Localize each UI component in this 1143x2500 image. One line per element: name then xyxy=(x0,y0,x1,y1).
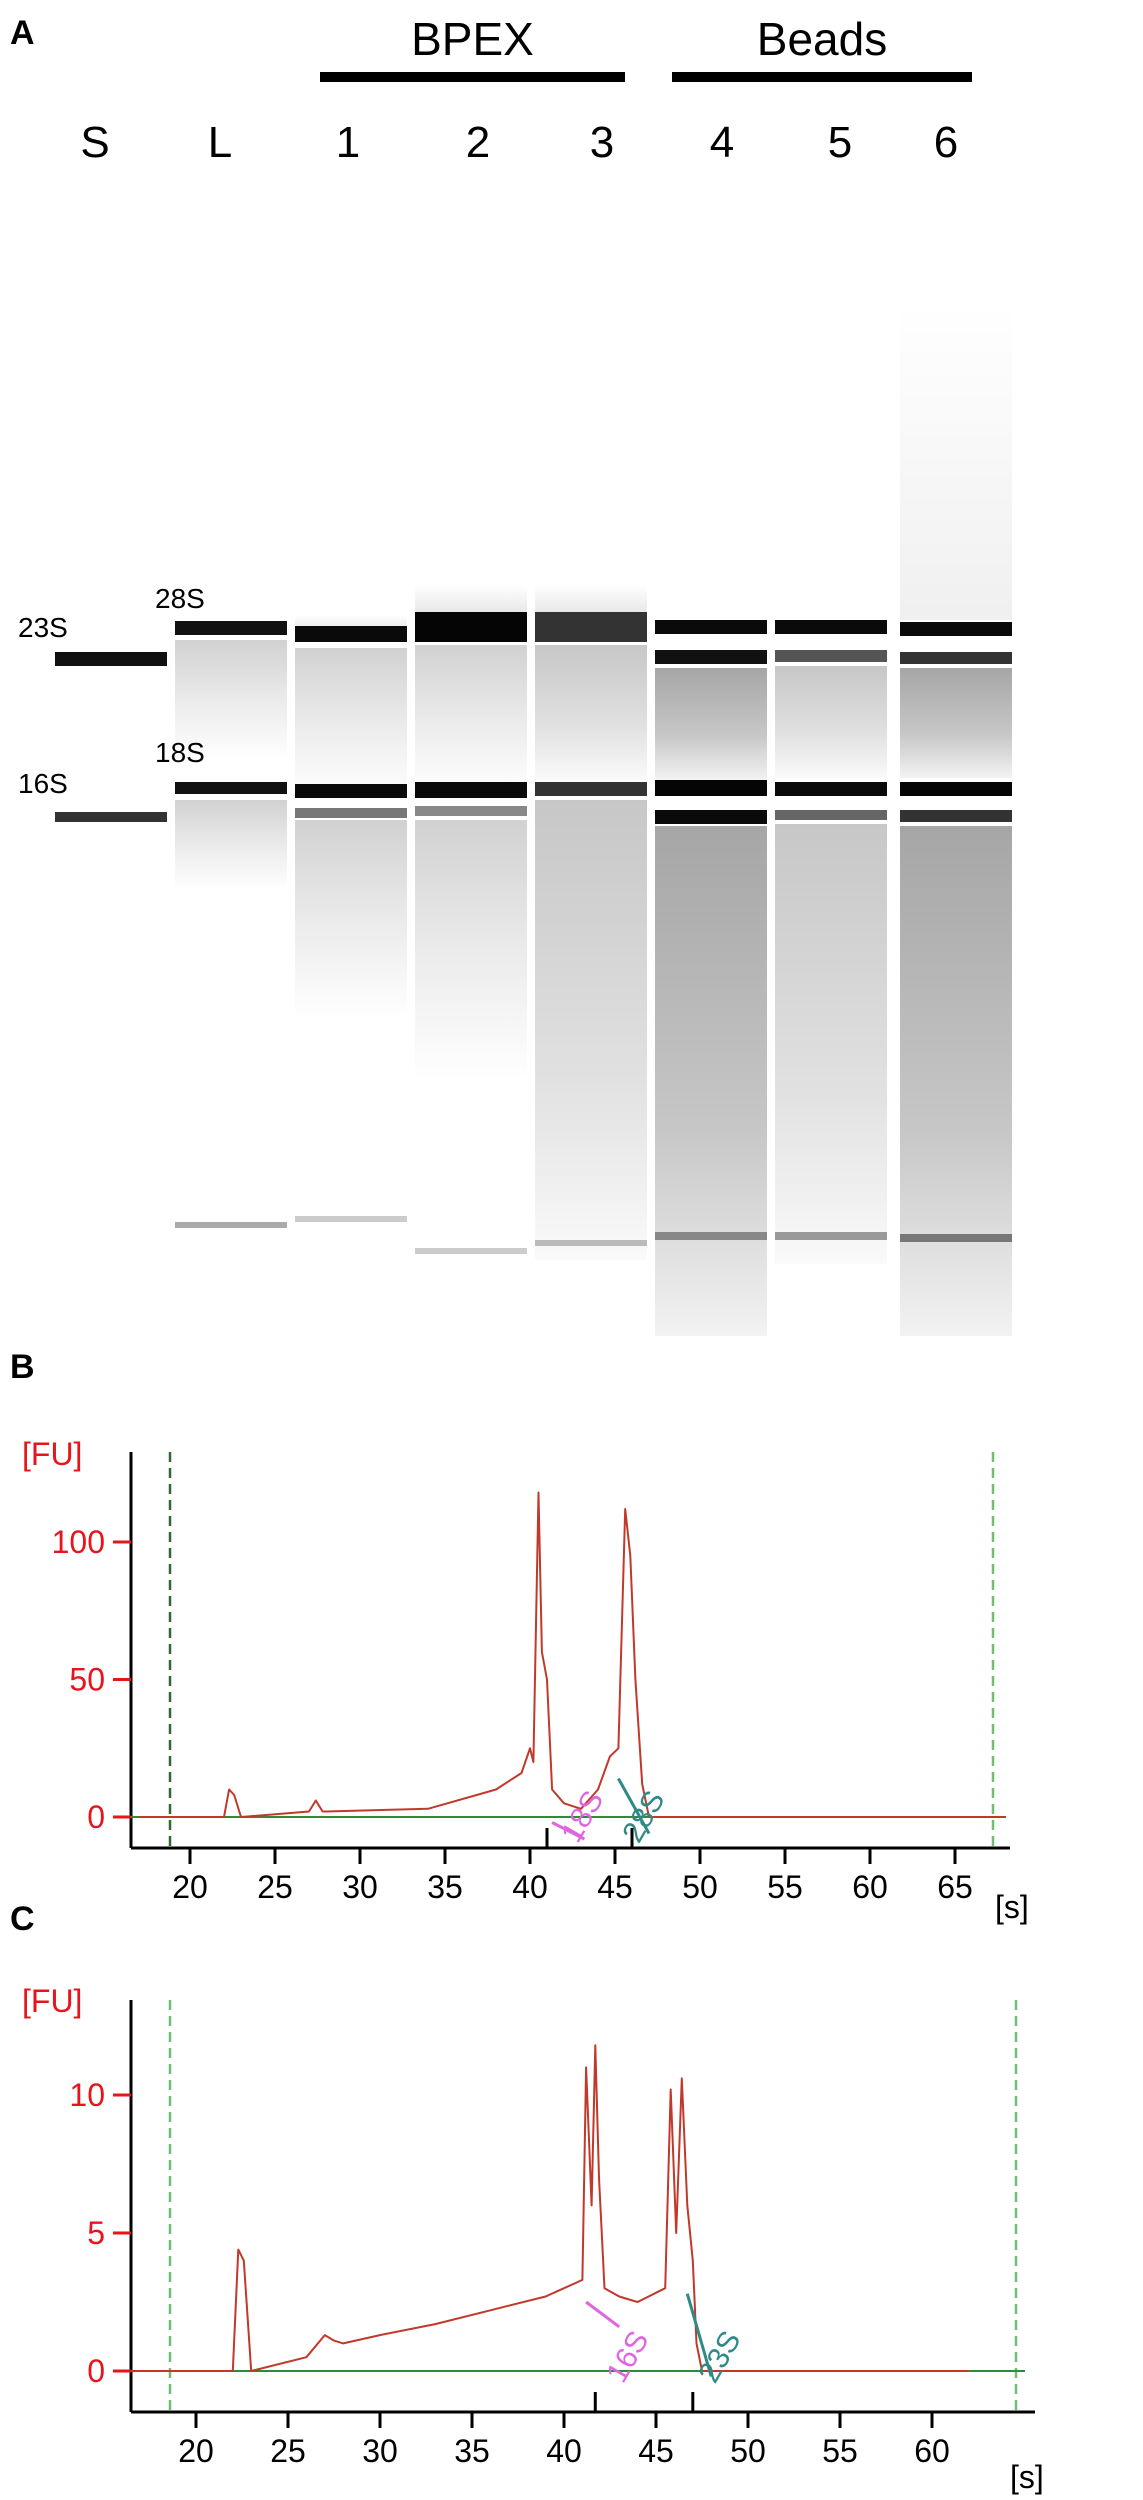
y-tick-label: 0 xyxy=(87,1799,105,1835)
gel-lane-2 xyxy=(415,585,527,1254)
x-tick-label: 25 xyxy=(257,1869,293,1905)
lane-label-4: 4 xyxy=(709,118,735,167)
x-tick-label: 40 xyxy=(546,2433,582,2469)
gel-lane-6 xyxy=(900,300,1012,1336)
x-tick-label: 30 xyxy=(342,1869,378,1905)
band-label-28s: 28S xyxy=(155,583,205,614)
y-tick-label: 10 xyxy=(69,2077,105,2113)
gel-lane-l xyxy=(175,621,287,1228)
gel-lane-4 xyxy=(655,620,767,1336)
x-tick-label: 55 xyxy=(767,1869,803,1905)
x-tick-label: 40 xyxy=(512,1869,548,1905)
band-label-16s: 16S xyxy=(18,768,68,799)
trace-line xyxy=(139,1491,1006,1818)
y-tick-label: 50 xyxy=(69,1662,105,1698)
x-tick-label: 60 xyxy=(914,2433,950,2469)
band-label-23s: 23S xyxy=(18,612,68,643)
trace-line xyxy=(131,2044,969,2372)
lane-label-5: 5 xyxy=(827,118,853,167)
y-unit-label-c: [FU] xyxy=(22,1983,82,2019)
x-tick-label: 60 xyxy=(852,1869,888,1905)
lane-label-2: 2 xyxy=(465,118,491,167)
group-label-bpex: BPEX xyxy=(411,13,534,65)
x-tick-label: 20 xyxy=(172,1869,208,1905)
x-tick-label: 50 xyxy=(730,2433,766,2469)
gel-lane-s xyxy=(55,652,167,822)
x-tick-label: 55 xyxy=(822,2433,858,2469)
x-unit-label-b: [s] xyxy=(995,1889,1029,1925)
x-tick-label: 45 xyxy=(638,2433,674,2469)
gel-lane-5 xyxy=(775,620,887,1264)
x-tick-label: 20 xyxy=(178,2433,214,2469)
gel-image xyxy=(55,300,1012,1336)
panel-c-label: C xyxy=(10,1900,35,1938)
lane-label-3: 3 xyxy=(589,118,615,167)
panel-b-label: B xyxy=(10,1348,35,1386)
y-tick-label: 0 xyxy=(87,2353,105,2389)
x-unit-label-c: [s] xyxy=(1010,2459,1044,2495)
x-tick-label: 25 xyxy=(270,2433,306,2469)
peak-marker-line xyxy=(685,2293,713,2377)
group-label-beads: Beads xyxy=(756,13,888,65)
y-tick-label: 5 xyxy=(87,2215,105,2251)
x-tick-label: 65 xyxy=(937,1869,973,1905)
peak-marker-line xyxy=(617,1777,651,1835)
lane-label-s: S xyxy=(80,118,110,167)
peak-marker-line xyxy=(585,2300,621,2329)
gel-lane-1 xyxy=(295,615,407,1222)
x-tick-label: 35 xyxy=(427,1869,463,1905)
y-tick-label: 100 xyxy=(52,1524,105,1560)
x-tick-label: 45 xyxy=(597,1869,633,1905)
peak-label: 16S xyxy=(600,2326,655,2389)
y-unit-label-b: [FU] xyxy=(22,1436,82,1472)
lane-label-l: L xyxy=(207,118,233,167)
x-tick-label: 30 xyxy=(362,2433,398,2469)
group-bar-bpex xyxy=(320,72,625,82)
group-bar-beads xyxy=(672,72,972,82)
peak-marker-line xyxy=(551,1821,586,1841)
gel-lane-3 xyxy=(535,585,647,1260)
lane-label-1: 1 xyxy=(335,118,361,167)
x-tick-label: 35 xyxy=(454,2433,490,2469)
x-tick-label: 50 xyxy=(682,1869,718,1905)
lane-label-6: 6 xyxy=(933,118,959,167)
panel-a-label: A xyxy=(10,14,35,52)
